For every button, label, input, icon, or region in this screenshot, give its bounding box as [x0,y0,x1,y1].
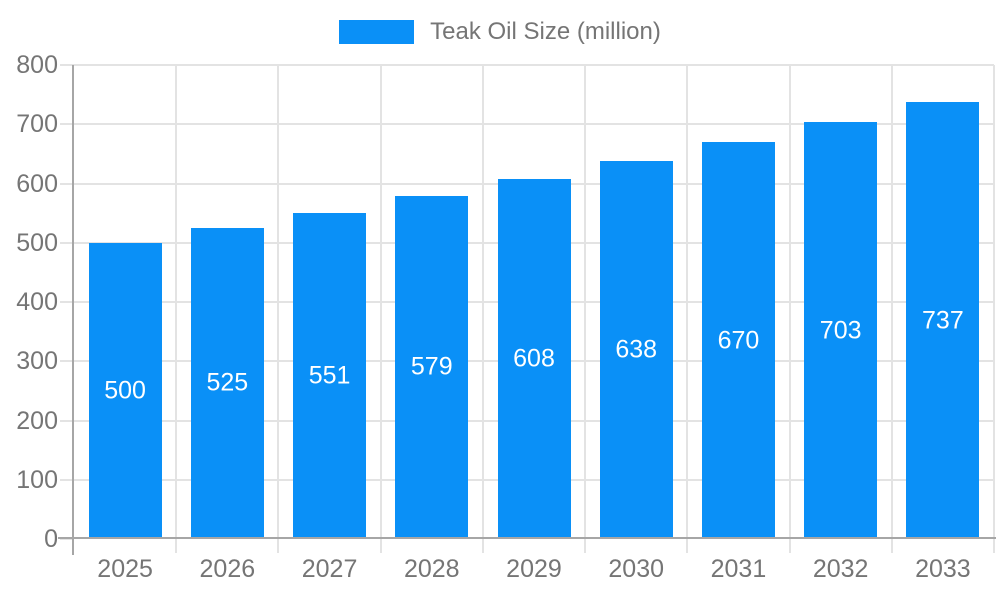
legend-swatch [339,20,415,44]
y-axis-tick [60,182,74,185]
y-axis-tick [60,419,74,422]
x-boundary-gridline [277,65,280,553]
x-axis-label: 2031 [710,555,767,583]
x-axis-label: 2025 [97,555,153,583]
x-axis-label: 2033 [915,555,971,583]
bar[interactable]: 638 [599,161,673,539]
plot-area: 0 100 200 300 400 500 600 700 800 500 2025 525 2026 5… [16,51,996,583]
y-axis-label: 800 [16,51,58,79]
x-axis-label: 2029 [506,555,562,583]
x-boundary-gridline [890,65,893,553]
y-axis-label: 100 [16,465,58,494]
y-axis-tick [60,538,74,540]
y-axis-label: 500 [16,228,58,257]
x-axis-line [58,537,996,539]
legend-label: Teak Oil Size (million) [430,18,661,45]
x-boundary-gridline [993,65,995,553]
bar-value-label: 608 [513,344,555,373]
bar[interactable]: 670 [701,142,775,539]
y-axis-label: 700 [16,110,58,139]
x-boundary-gridline [584,65,587,553]
bar[interactable]: 608 [497,178,571,539]
x-boundary-gridline [788,65,791,553]
y-axis-tick [60,64,74,66]
bar-value-label: 579 [410,352,453,381]
bar[interactable]: 525 [190,227,264,539]
x-boundary-gridline [481,65,484,553]
legend[interactable]: Teak Oil Size (million) [0,14,1000,50]
bar-value-label: 500 [104,376,146,405]
y-axis-tick [60,301,74,303]
y-axis-tick [60,123,74,126]
bar[interactable]: 579 [395,195,469,539]
x-boundary-gridline [379,65,382,553]
x-axis-label: 2030 [608,555,665,583]
y-axis-label: 600 [16,169,58,198]
x-axis-label: 2028 [403,555,460,583]
bar-value-label: 638 [615,335,658,364]
y-axis-label: 0 [44,525,58,553]
bar-value-label: 551 [308,361,351,390]
y-axis-label: 200 [16,406,58,435]
y-axis-tick [60,478,74,481]
x-axis-label: 2032 [812,555,869,583]
y-gridline [74,64,994,66]
y-axis-label: 300 [16,347,58,376]
bar[interactable]: 703 [804,122,878,539]
bar[interactable]: 551 [293,212,367,539]
y-axis-line [72,65,74,555]
y-gridline [74,123,994,126]
x-axis-label: 2027 [301,555,358,583]
y-axis-tick [60,360,74,363]
bar[interactable]: 500 [88,242,162,539]
bar[interactable]: 737 [906,102,980,539]
y-axis-label: 400 [16,288,58,316]
bar-value-label: 737 [922,306,964,335]
x-boundary-gridline [175,65,178,553]
bar-value-label: 670 [717,326,760,355]
y-axis-tick [60,241,74,244]
bar-value-label: 703 [819,316,862,345]
x-boundary-gridline [686,65,689,553]
x-axis-label: 2026 [199,555,256,583]
bar-value-label: 525 [206,368,249,397]
